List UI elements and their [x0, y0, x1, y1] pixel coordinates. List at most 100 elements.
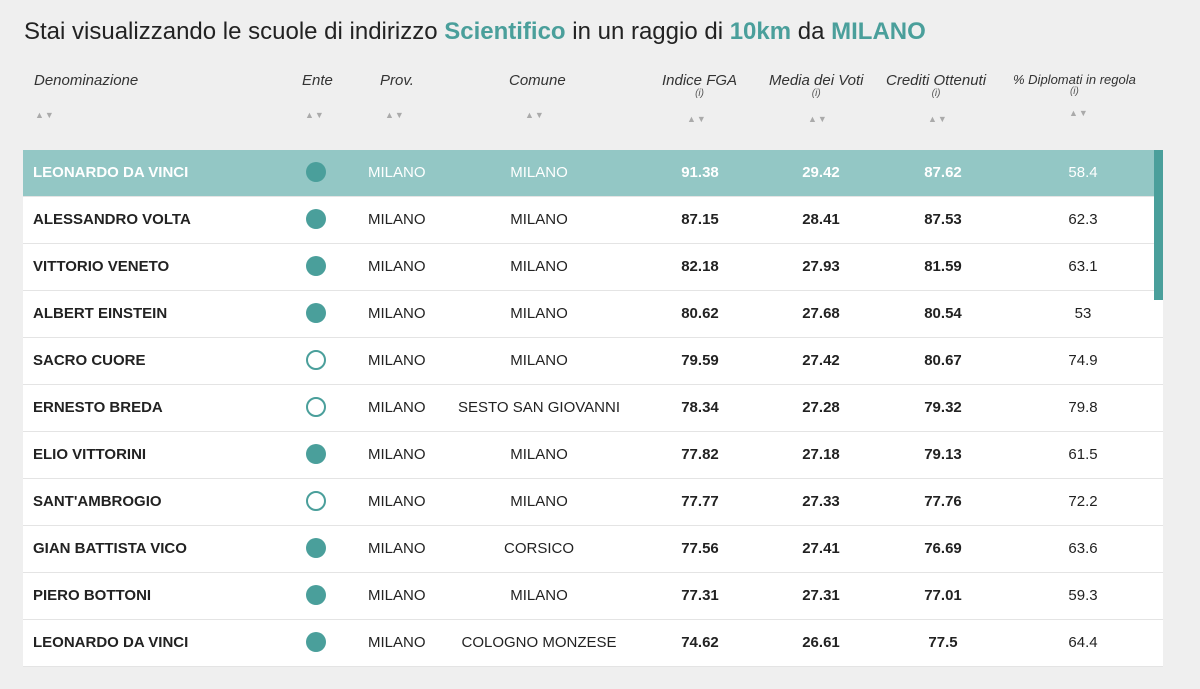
school-name: PIERO BOTTONI — [33, 587, 152, 604]
comune-cell: MILANO — [510, 587, 568, 604]
ente-statale-icon — [306, 255, 326, 276]
header-indice-fga[interactable]: Indice FGA (i) — [662, 72, 737, 99]
ente-paritaria-icon — [306, 396, 326, 417]
sort-voti-icon[interactable]: ▲▼ — [808, 114, 828, 124]
prov-cell: MILANO — [368, 305, 426, 322]
ente-statale-icon — [306, 208, 326, 229]
crediti-cell: 87.53 — [924, 211, 962, 228]
prov-cell: MILANO — [368, 446, 426, 463]
table-row[interactable]: SANT'AMBROGIO MILANO MILANO 77.77 27.33 77.76… — [23, 479, 1163, 526]
prov-cell: MILANO — [368, 634, 426, 651]
comune-cell: MILANO — [510, 446, 568, 463]
media-voti-cell: 27.68 — [802, 305, 840, 322]
page-title: Stai visualizzando le scuole di indirizz… — [24, 18, 926, 46]
media-voti-cell: 27.41 — [802, 540, 840, 557]
crediti-cell: 77.5 — [928, 634, 958, 651]
header-media-voti[interactable]: Media dei Voti (i) — [769, 72, 864, 99]
media-voti-cell: 27.31 — [802, 587, 840, 604]
comune-cell: MILANO — [510, 305, 568, 322]
table-row[interactable]: SACRO CUORE MILANO MILANO 79.59 27.42 80.67 74… — [23, 338, 1163, 385]
header-crediti[interactable]: Crediti Ottenuti (i) — [886, 72, 986, 99]
sort-comune-icon[interactable]: ▲▼ — [525, 110, 545, 120]
comune-cell: MILANO — [510, 164, 568, 181]
indice-fga-cell: 78.34 — [681, 399, 719, 416]
header-prov[interactable]: Prov. — [380, 72, 414, 89]
table-row[interactable]: ELIO VITTORINI MILANO MILANO 77.82 27.18 79.1… — [23, 432, 1163, 479]
ente-paritaria-icon — [306, 490, 326, 511]
ente-cell — [306, 620, 326, 666]
prov-cell: MILANO — [368, 258, 426, 275]
ente-statale-icon — [306, 161, 326, 182]
header-comune-label: Comune — [509, 72, 566, 89]
prov-cell: MILANO — [368, 587, 426, 604]
sort-prov-icon[interactable]: ▲▼ — [385, 110, 405, 120]
sort-diplomati-icon[interactable]: ▲▼ — [1069, 108, 1089, 118]
media-voti-cell: 27.42 — [802, 352, 840, 369]
ente-cell — [306, 150, 326, 196]
media-voti-cell: 28.41 — [802, 211, 840, 228]
crediti-cell: 79.13 — [924, 446, 962, 463]
media-voti-cell: 27.93 — [802, 258, 840, 275]
table-row[interactable]: GIAN BATTISTA VICO MILANO CORSICO 77.56 27.4… — [23, 526, 1163, 573]
prov-cell: MILANO — [368, 352, 426, 369]
header-crediti-label: Crediti Ottenuti — [886, 72, 987, 89]
school-name: ELIO VITTORINI — [33, 446, 147, 463]
school-name: GIAN BATTISTA VICO — [33, 540, 187, 557]
diplomati-cell: 63.6 — [1068, 540, 1098, 557]
indice-fga-cell: 74.62 — [681, 634, 719, 651]
ente-statale-icon — [306, 302, 326, 323]
table-row[interactable]: VITTORIO VENETO MILANO MILANO 82.18 27.93 81.… — [23, 244, 1163, 291]
media-voti-cell: 29.42 — [802, 164, 840, 181]
header-comune[interactable]: Comune — [509, 72, 566, 89]
header-prov-label: Prov. — [380, 72, 414, 89]
info-crediti-icon[interactable]: (i) — [931, 88, 941, 99]
comune-cell: MILANO — [510, 352, 568, 369]
title-indirizzo: Scientifico — [444, 18, 566, 45]
ente-cell — [306, 479, 326, 525]
crediti-cell: 77.01 — [924, 587, 962, 604]
header-denominazione[interactable]: Denominazione — [34, 72, 138, 89]
crediti-cell: 76.69 — [924, 540, 962, 557]
crediti-cell: 77.76 — [924, 493, 962, 510]
sort-ente-icon[interactable]: ▲▼ — [305, 110, 325, 120]
info-diplomati-icon[interactable]: (i) — [1069, 86, 1079, 97]
table-row[interactable]: LEONARDO DA VINCI MILANO MILANO 91.38 29.42 8… — [23, 150, 1163, 197]
indice-fga-cell: 77.31 — [681, 587, 719, 604]
info-voti-icon[interactable]: (i) — [811, 88, 821, 99]
ente-cell — [306, 338, 326, 384]
diplomati-cell: 72.2 — [1068, 493, 1098, 510]
table-row[interactable]: ALBERT EINSTEIN MILANO MILANO 80.62 27.68 80.… — [23, 291, 1163, 338]
diplomati-cell: 61.5 — [1068, 446, 1098, 463]
prov-cell: MILANO — [368, 211, 426, 228]
sort-denominazione-icon[interactable]: ▲▼ — [35, 110, 55, 120]
school-name: VITTORIO VENETO — [33, 258, 170, 275]
media-voti-cell: 26.61 — [802, 634, 840, 651]
ente-cell — [306, 197, 326, 243]
prov-cell: MILANO — [368, 399, 426, 416]
info-fga-icon[interactable]: (i) — [695, 88, 704, 99]
table-row[interactable]: LEONARDO DA VINCI MILANO COLOGNO MONZESE 74… — [23, 620, 1163, 667]
diplomati-cell: 62.3 — [1068, 211, 1098, 228]
title-citta: MILANO — [831, 18, 926, 45]
header-diplomati[interactable]: % Diplomati in regola (i) — [1013, 72, 1136, 97]
sort-crediti-icon[interactable]: ▲▼ — [928, 114, 948, 124]
diplomati-cell: 63.1 — [1068, 258, 1098, 275]
table-row[interactable]: ERNESTO BREDA MILANO SESTO SAN GIOVANNI 78.… — [23, 385, 1163, 432]
header-diplomati-label: % Diplomati in regola — [1013, 72, 1136, 87]
crediti-cell: 87.62 — [924, 164, 962, 181]
table-row[interactable]: PIERO BOTTONI MILANO MILANO 77.31 27.31 77.01… — [23, 573, 1163, 620]
school-name: ERNESTO BREDA — [33, 399, 163, 416]
comune-cell: MILANO — [510, 493, 568, 510]
ente-statale-icon — [306, 631, 326, 652]
comune-cell: CORSICO — [503, 540, 574, 557]
table-row[interactable]: ALESSANDRO VOLTA MILANO MILANO 87.15 28.41 87… — [23, 197, 1163, 244]
scrollbar[interactable] — [1154, 150, 1163, 300]
indice-fga-cell: 91.38 — [681, 164, 719, 181]
school-table: LEONARDO DA VINCI MILANO MILANO 91.38 29.42 8… — [23, 150, 1163, 667]
prov-cell: MILANO — [368, 540, 426, 557]
sort-fga-icon[interactable]: ▲▼ — [687, 114, 707, 124]
diplomati-cell: 53 — [1074, 305, 1092, 322]
ente-statale-icon — [306, 584, 326, 605]
header-ente[interactable]: Ente — [302, 72, 333, 89]
title-prefix: Stai visualizzando le scuole di indirizz… — [24, 18, 438, 45]
